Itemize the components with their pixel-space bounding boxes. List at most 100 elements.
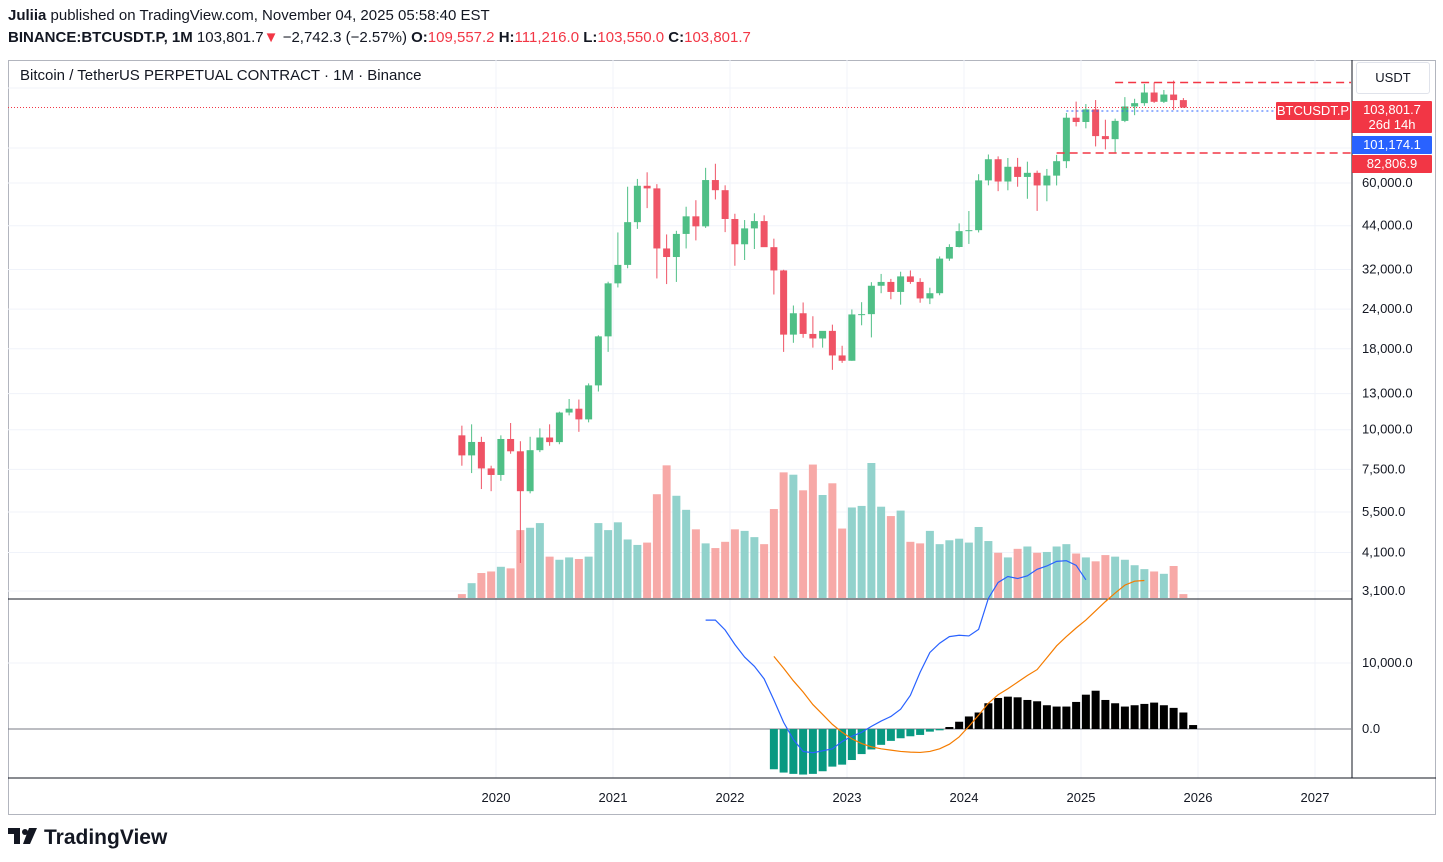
candle-body (516, 451, 524, 492)
macd-histogram-bar (1150, 702, 1159, 729)
macd-histogram-bar (896, 729, 905, 739)
x-tick-label: 2024 (950, 790, 979, 805)
red-price-tag: 82,806.9 (1352, 155, 1432, 173)
macd-histogram-bar (886, 729, 895, 741)
candle-body (984, 159, 992, 181)
volume-bar (818, 494, 827, 598)
volume-bar (1081, 557, 1090, 598)
macd-histogram-bar (925, 729, 934, 732)
volume-bar (477, 573, 486, 598)
macd-histogram-bar (1169, 707, 1178, 729)
volume-bar (847, 507, 856, 598)
chart-frame[interactable] (8, 60, 1436, 815)
macd-histogram-bar (789, 729, 798, 774)
candle-body (916, 281, 924, 299)
y-tick-label: 5,500.0 (1362, 504, 1405, 519)
volume-bar (545, 556, 554, 598)
tradingview-logo[interactable]: TradingView (8, 826, 167, 850)
volume-bar (1091, 561, 1100, 598)
candle-body (721, 190, 729, 219)
candle-body (468, 441, 476, 456)
macd-histogram-bar (1101, 699, 1110, 729)
volume-bar (877, 506, 886, 598)
volume-bar (760, 544, 769, 598)
last-price-tag-text: 103,801.7 (1363, 102, 1421, 117)
y-tick-label: 18,000.0 (1362, 341, 1413, 356)
ohlc-line: BINANCE:BTCUSDT.P, 1M 103,801.7▼ −2,742.… (8, 29, 751, 46)
candle-body (663, 248, 671, 258)
macd-histogram-bar (779, 729, 788, 773)
y-tick-label: 32,000.0 (1362, 262, 1413, 277)
macd-histogram-bar (994, 697, 1003, 729)
volume-bar (1003, 557, 1012, 598)
candle-body (477, 441, 485, 469)
candle-body (1023, 172, 1031, 177)
candle-body (887, 281, 895, 292)
x-tick-label: 2021 (599, 790, 628, 805)
price-change: −2,742.3 (−2.57%) (282, 29, 407, 46)
macd-histogram-bar (1130, 705, 1139, 729)
last-price: 103,801.7 (196, 29, 264, 46)
volume-bar (516, 530, 525, 598)
volume-bar (935, 544, 944, 598)
candle-body (614, 264, 622, 284)
candle-body (536, 437, 544, 451)
macd-histogram-bar (769, 729, 778, 770)
red-price-tag-text: 82,806.9 (1367, 156, 1418, 171)
candle-body (507, 438, 515, 452)
candle-body (1101, 136, 1109, 140)
macd-histogram-bar (1013, 697, 1022, 729)
macd-histogram-bar (935, 729, 944, 731)
candle-body (1111, 120, 1119, 140)
candle-body (828, 330, 836, 356)
symbol-label: BINANCE:BTCUSDT.P, 1M (8, 29, 193, 46)
macd-histogram-bar (1120, 706, 1129, 729)
y-tick-label: 13,000.0 (1362, 386, 1413, 401)
volume-bar (457, 594, 466, 598)
candle-body (750, 221, 758, 229)
macd-histogram-bar (1179, 712, 1188, 729)
logo-text: TradingView (44, 826, 168, 849)
candle-body (819, 330, 827, 339)
macd-y-tick-label: 0.0 (1362, 721, 1380, 736)
volume-bar (1042, 551, 1051, 598)
volume-bar (838, 528, 847, 598)
candle-body (906, 276, 914, 282)
volume-bar (828, 483, 837, 598)
volume-bar (1111, 556, 1120, 598)
candle-body (594, 336, 602, 386)
candle-body (1092, 109, 1100, 137)
volume-bar (555, 559, 564, 598)
volume-bar (506, 568, 515, 598)
volume-bar (750, 537, 759, 598)
candle-body (858, 314, 866, 316)
symbol-price-tag: BTCUSDT.P (1276, 102, 1350, 120)
macd-y-tick-label: 10,000.0 (1362, 655, 1413, 670)
signal-line (773, 579, 1145, 754)
macd-histogram-bar (974, 712, 983, 729)
volume-bar (584, 556, 593, 598)
macd-histogram-bar (867, 729, 876, 750)
macd-histogram-bar (916, 729, 925, 735)
volume-bar (945, 540, 954, 598)
volume-bar (964, 542, 973, 598)
volume-bar (886, 516, 895, 598)
candle-body (799, 313, 807, 334)
candle-body (682, 216, 690, 234)
publish-text: published on TradingView.com, November 0… (50, 7, 490, 24)
candle-body (926, 293, 934, 299)
publish-line: Juliia published on TradingView.com, Nov… (8, 7, 490, 24)
macd-histogram-bar (838, 729, 847, 765)
y-tick-label: 24,000.0 (1362, 301, 1413, 316)
volume-bar (1179, 594, 1188, 598)
macd-histogram-bar (1189, 725, 1198, 729)
volume-bar (1150, 571, 1159, 598)
candle-body (975, 180, 983, 231)
candle-body (633, 185, 641, 223)
currency-button[interactable]: USDT (1356, 62, 1430, 94)
candle-body (877, 281, 885, 286)
volume-bar (925, 530, 934, 598)
candle-body (780, 270, 788, 335)
